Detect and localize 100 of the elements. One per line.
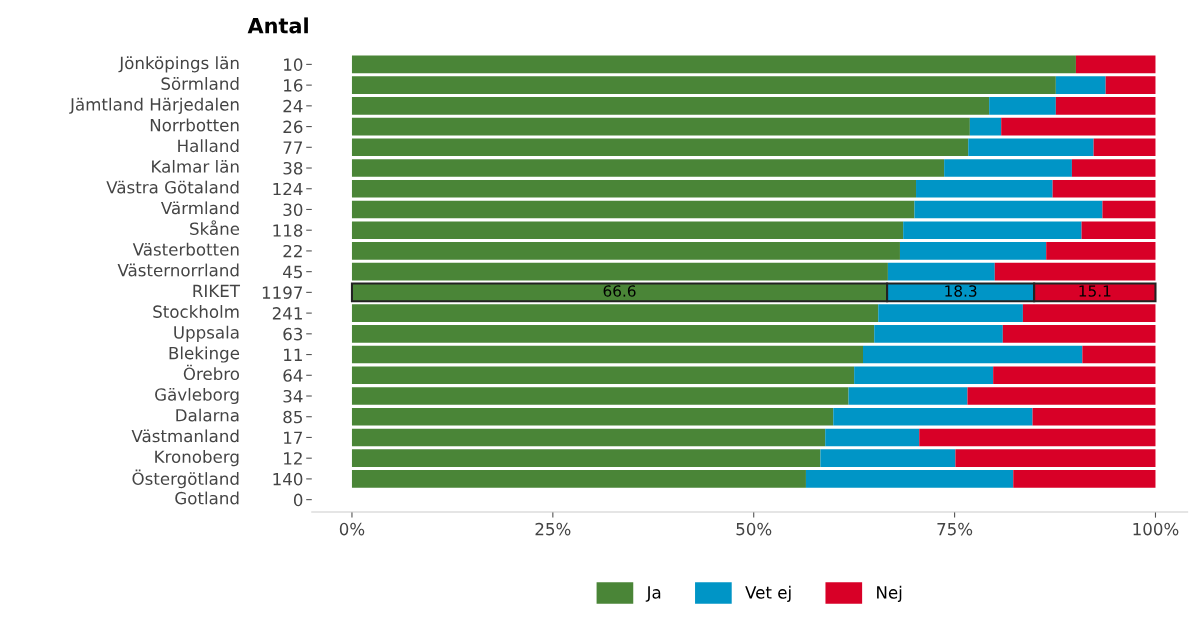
y-tick-label: Västerbotten xyxy=(132,242,239,256)
y-tick-label: Halland xyxy=(178,139,239,153)
y-tick-label: Dalarna xyxy=(176,408,239,422)
bar xyxy=(825,428,920,447)
y2-tick-label: 118 xyxy=(273,224,303,237)
bar xyxy=(993,366,1156,385)
y-tick-label: Västra Götaland xyxy=(106,180,239,194)
y2-tick-label: 124 xyxy=(273,182,303,196)
bar xyxy=(1071,159,1156,177)
y2-tick-label: 241 xyxy=(272,307,302,320)
bar xyxy=(351,407,834,426)
bar xyxy=(351,138,969,157)
y-tick-label: RIKET xyxy=(193,284,241,297)
y2-tick-label: 1197 xyxy=(262,286,303,299)
bar xyxy=(1002,325,1156,343)
bar xyxy=(1082,345,1156,364)
bar xyxy=(863,345,1083,364)
x-tick-label: 50% xyxy=(736,522,772,536)
y-tick-label: Skåne xyxy=(190,220,240,236)
bar xyxy=(1046,242,1156,260)
y2-tick-label: 16 xyxy=(284,79,303,92)
chart-title: Antal xyxy=(247,17,308,34)
x-tick-label: 75% xyxy=(937,522,973,536)
bar xyxy=(944,159,1072,177)
bar xyxy=(351,242,900,260)
bar xyxy=(1001,117,1156,136)
y-tick-label: Stockholm xyxy=(153,305,239,318)
y2-tick-label: 10 xyxy=(284,58,303,71)
y2-tick-label: 22 xyxy=(283,244,302,258)
bar xyxy=(994,262,1156,281)
y-tick-label: Blekinge xyxy=(169,346,240,363)
bar xyxy=(351,117,970,136)
x-tick-label: 25% xyxy=(535,522,571,536)
y2-tick-label: 30 xyxy=(283,203,303,217)
bar xyxy=(351,221,904,240)
bar xyxy=(351,366,855,385)
y-tick-label: Sörmland xyxy=(161,77,239,90)
bar xyxy=(351,387,849,405)
y2-tick-label: 63 xyxy=(283,327,303,341)
data-label: 18.3 xyxy=(945,285,977,297)
data-label: 66.6 xyxy=(603,285,636,297)
bar xyxy=(351,428,826,447)
y2-tick-label: 77 xyxy=(283,141,303,154)
legend-label: Nej xyxy=(877,585,902,602)
y2-tick-label: 11 xyxy=(284,348,302,361)
bar xyxy=(1081,221,1156,240)
y2-tick-label: 24 xyxy=(283,99,303,113)
bar xyxy=(351,97,990,115)
y-tick-label: Uppsala xyxy=(174,325,239,342)
bar xyxy=(351,55,1076,74)
bar xyxy=(805,470,1014,488)
y-tick-label: Kronoberg xyxy=(155,450,239,467)
y-tick-label: Jönköpings län xyxy=(118,56,239,73)
y2-tick-label: 0 xyxy=(293,493,303,507)
bar xyxy=(874,325,1003,343)
bar xyxy=(969,117,1002,136)
bar xyxy=(351,304,879,322)
bar xyxy=(1102,200,1156,219)
y-tick-label: Jämtland Härjedalen xyxy=(69,97,239,114)
y2-tick-label: 45 xyxy=(283,265,302,279)
bar xyxy=(351,325,875,343)
bar xyxy=(887,262,995,281)
legend-label: Ja xyxy=(645,586,661,602)
bar xyxy=(854,366,994,385)
y-tick-label: Gävleborg xyxy=(155,387,239,405)
y2-tick-label: 140 xyxy=(273,472,303,486)
bar xyxy=(1052,179,1156,198)
bar xyxy=(1055,97,1156,115)
y-tick-label: Östergötland xyxy=(132,469,239,489)
bar xyxy=(1022,304,1156,322)
y-tick-label: Västmanland xyxy=(131,429,239,443)
bar xyxy=(1055,76,1106,94)
y-tick-label: Kalmar län xyxy=(152,159,239,173)
data-label: 15.1 xyxy=(1079,285,1111,297)
y2-tick-label: 17 xyxy=(284,431,303,444)
bar xyxy=(351,159,945,177)
y2-tick-label: 64 xyxy=(283,369,303,382)
bar xyxy=(1105,76,1156,94)
bar xyxy=(351,470,806,488)
y2-tick-label: 26 xyxy=(283,120,303,134)
bar xyxy=(916,179,1053,198)
bar xyxy=(989,97,1056,115)
y-tick-label: Västernorrland xyxy=(117,263,239,277)
y-tick-label: Värmland xyxy=(160,201,239,215)
bar xyxy=(351,179,917,198)
y-tick-label: Norrbotten xyxy=(150,118,239,132)
bar xyxy=(351,262,888,281)
legend-label: Vet ej xyxy=(745,585,791,602)
bar xyxy=(1093,138,1156,157)
bar xyxy=(351,200,915,219)
bar xyxy=(903,221,1082,240)
x-tick-label: 0% xyxy=(339,522,365,536)
bar xyxy=(1013,470,1156,488)
y2-tick-label: 38 xyxy=(283,161,303,175)
bar xyxy=(820,449,956,467)
bar xyxy=(919,428,1156,447)
bar xyxy=(833,407,1033,426)
y-tick-label: Gotland xyxy=(175,491,239,505)
bar xyxy=(1075,55,1156,74)
bar xyxy=(351,345,863,364)
